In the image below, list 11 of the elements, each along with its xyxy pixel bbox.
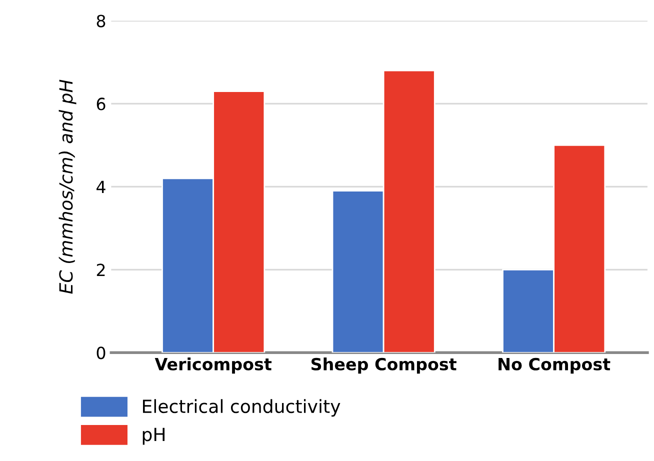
legend-label: pH: [142, 428, 164, 445]
legend-label: Electrical conductivity: [143, 399, 340, 417]
x-tick-label: No Compost: [498, 358, 610, 374]
y-tick-label: 8: [96, 14, 106, 28]
y-tick-label: 0: [96, 346, 106, 360]
y-tick-label: 2: [96, 264, 105, 276]
y-tick-label: 4: [96, 180, 106, 194]
y-tick-label: 6: [96, 98, 106, 110]
x-tick-label: Sheep Compost: [312, 358, 456, 374]
y-axis-title: EC (mmhos/cm) and pH: [58, 80, 76, 294]
x-tick-label: Vericompost: [154, 358, 272, 374]
